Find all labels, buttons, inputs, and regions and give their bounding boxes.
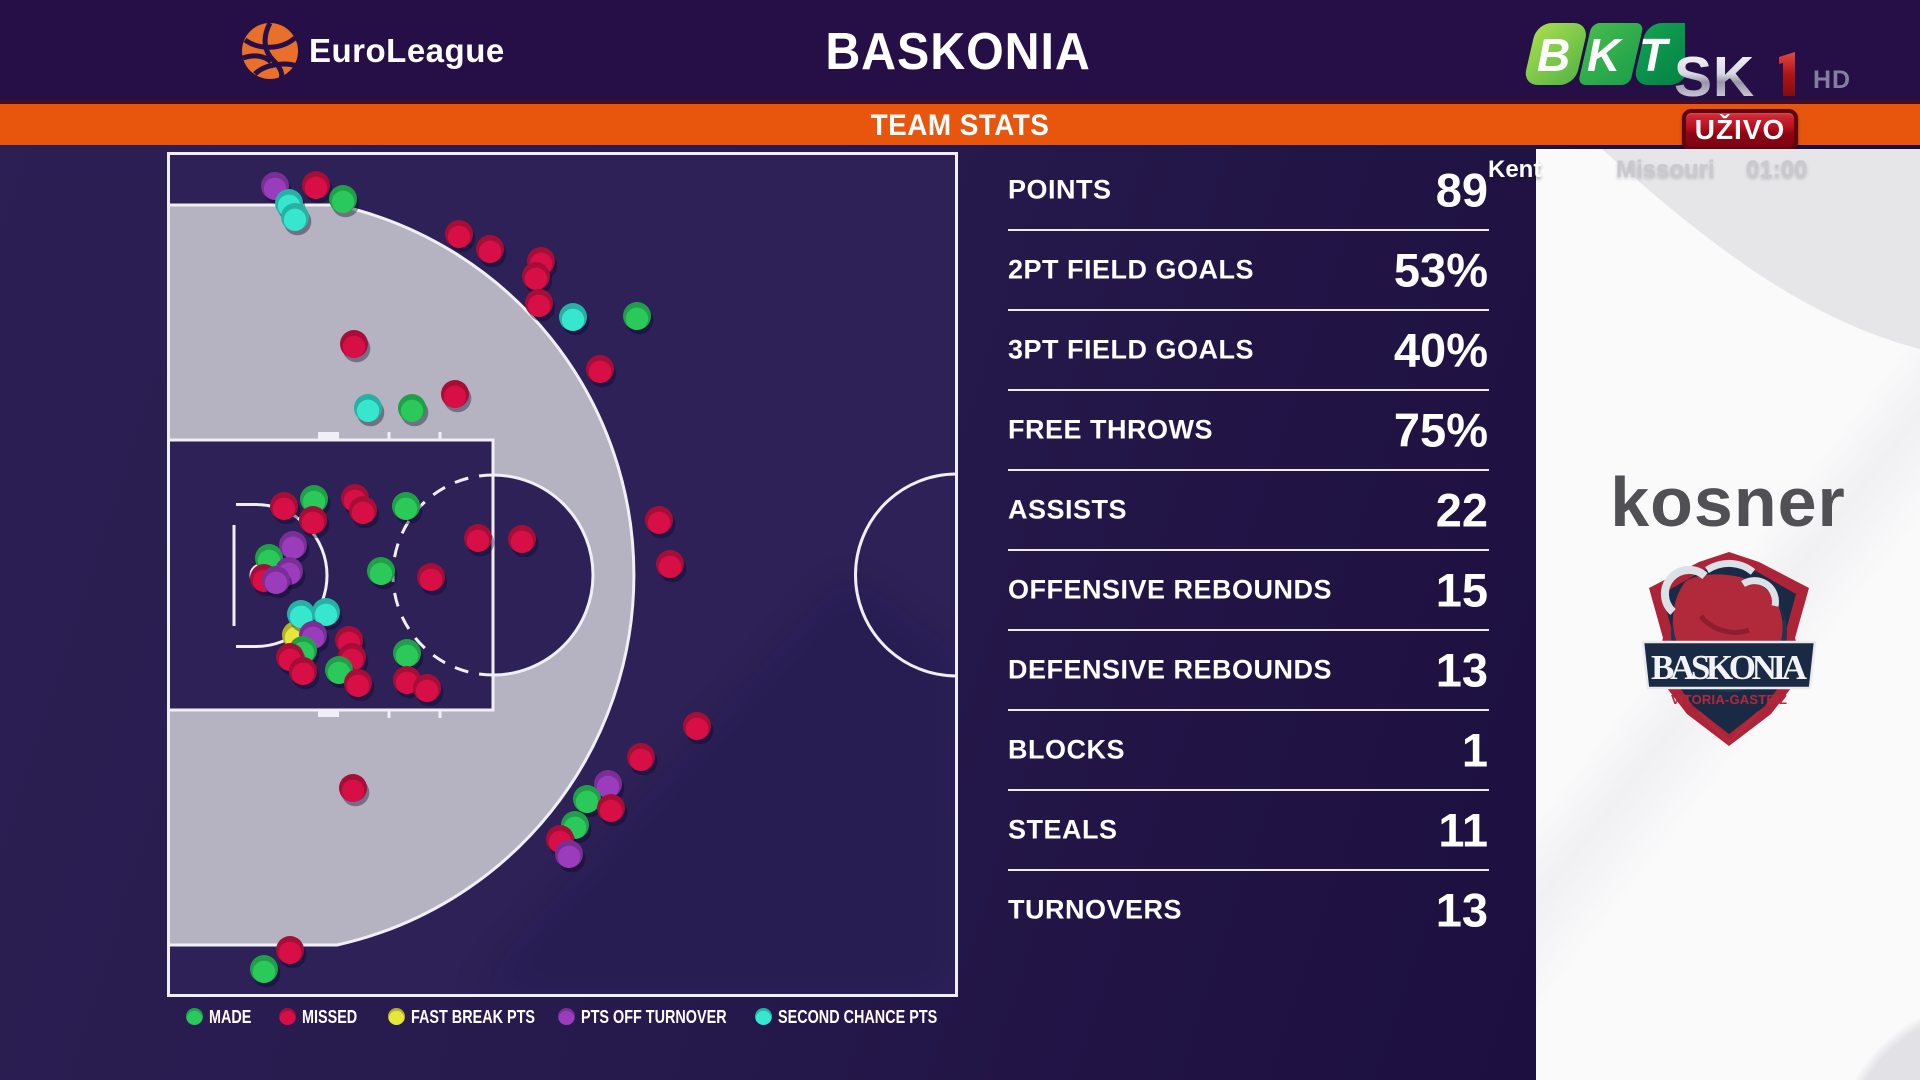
svg-text:B: B xyxy=(1537,29,1570,81)
svg-text:K: K xyxy=(1587,29,1623,81)
svg-text:BASKONIA: BASKONIA xyxy=(1651,648,1808,687)
svg-text:VITORIA-GASTEIZ: VITORIA-GASTEIZ xyxy=(1671,692,1787,707)
svg-text:T: T xyxy=(1639,29,1671,81)
svg-text:SK: SK xyxy=(1674,48,1755,100)
